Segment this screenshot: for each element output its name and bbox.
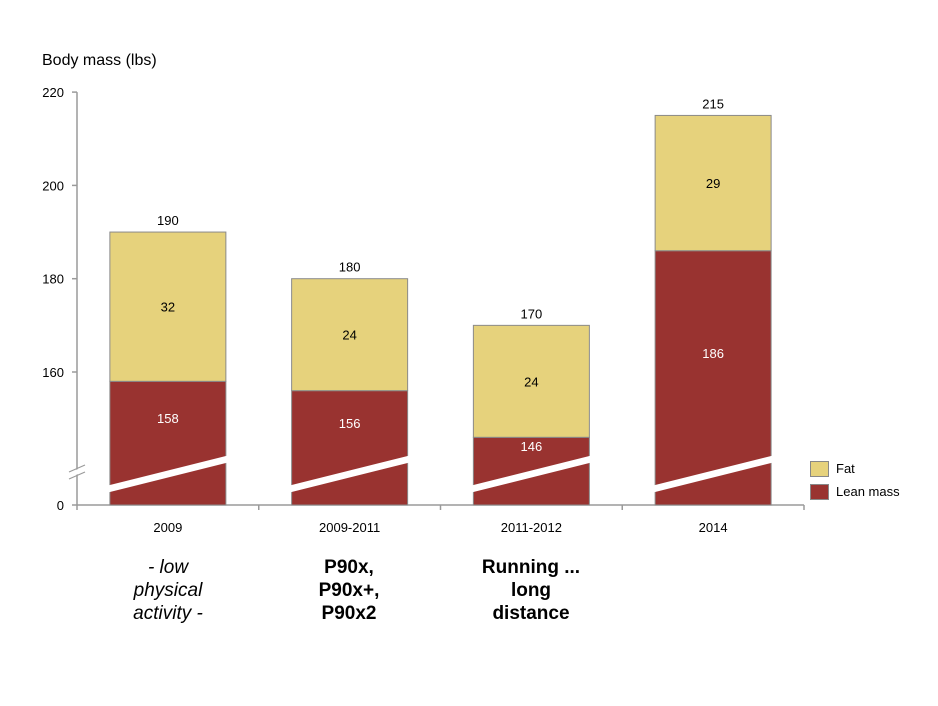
- bar-total-label: 170: [521, 306, 543, 321]
- y-axis-label: Body mass (lbs): [42, 52, 157, 69]
- legend-label-lean-mass: Lean mass: [836, 484, 900, 499]
- y-tick-label: 0: [57, 498, 64, 513]
- x-tick-label: 2014: [699, 520, 728, 535]
- bar-fat: [291, 278, 409, 392]
- bar-fat: [472, 324, 590, 438]
- y-tick-label: 200: [42, 178, 64, 193]
- y-axis-break-mark: [68, 464, 86, 473]
- annotation-line: distance: [492, 603, 570, 624]
- bar-lean-mass-label: 186: [702, 346, 724, 361]
- y-tick-label: 160: [42, 365, 64, 380]
- legend-item-lean-mass: Lean mass: [810, 480, 900, 503]
- legend-swatch-fat: [810, 460, 829, 477]
- bar-total-label: 215: [702, 96, 724, 111]
- bar-axis-break: [469, 455, 594, 493]
- annotation-line: long: [510, 580, 552, 601]
- bar-fat: [654, 114, 772, 252]
- annotation-line: P90x,: [324, 557, 374, 578]
- bar-total-label: 180: [339, 260, 361, 275]
- y-axis-break-gap: [69, 466, 85, 478]
- y-tick-label: 180: [42, 272, 64, 287]
- annotation-line: P90x+,: [318, 580, 380, 601]
- x-tick-label: 2009-2011: [319, 520, 380, 535]
- bar-lean-mass-label: 156: [339, 416, 361, 431]
- bar-fat-label: 32: [161, 300, 175, 315]
- annotation-line: physical: [133, 580, 203, 601]
- x-tick-label: 2009: [153, 520, 182, 535]
- legend-label-fat: Fat: [836, 461, 855, 476]
- bar-fat: [109, 231, 227, 382]
- bar-fat-label: 24: [524, 374, 538, 389]
- bar-axis-break: [105, 455, 230, 493]
- bar-lean-mass-label: 158: [157, 411, 179, 426]
- bar-axis-break: [287, 455, 412, 493]
- annotation-2011-2012: Running ... long distance: [446, 556, 616, 625]
- bar-lean-mass-label: 146: [521, 439, 543, 454]
- bar-fat-label: 24: [342, 328, 356, 343]
- y-axis-break-mark: [68, 471, 86, 480]
- annotation-line: Running ...: [481, 557, 581, 578]
- annotation-line: - low: [147, 557, 189, 578]
- bar-axis-break: [651, 455, 776, 493]
- bar-total-label: 190: [157, 213, 179, 228]
- legend-swatch-lean-mass: [810, 483, 829, 500]
- bar-lean-mass: [291, 390, 409, 506]
- annotation-line: P90x2: [321, 603, 377, 624]
- annotation-2009-2011: P90x, P90x+, P90x2: [264, 556, 434, 625]
- y-tick-label: 220: [42, 85, 64, 100]
- legend-item-fat: Fat: [810, 457, 900, 480]
- annotation-2009: - low physical activity -: [83, 556, 253, 625]
- x-tick-label: 2011-2012: [501, 520, 562, 535]
- legend: Fat Lean mass: [810, 457, 900, 503]
- annotation-line: activity -: [133, 603, 203, 624]
- bar-fat-label: 29: [706, 176, 720, 191]
